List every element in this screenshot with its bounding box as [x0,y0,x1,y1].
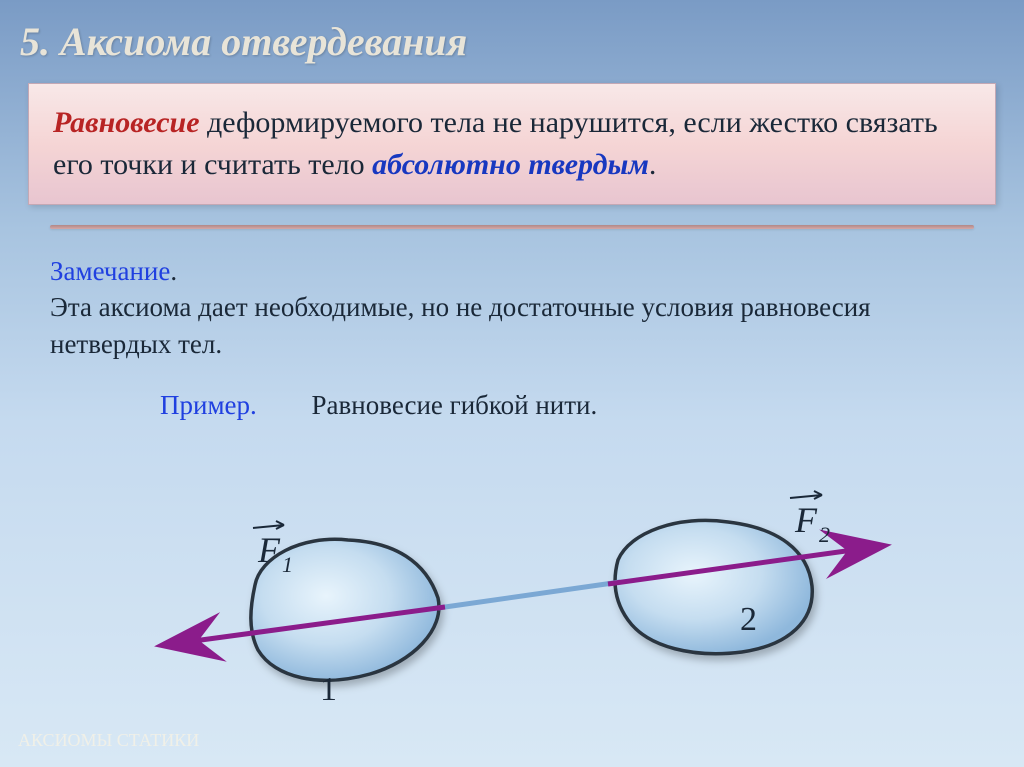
slide-title: 5. Аксиома отвердевания [20,18,1004,65]
note-text: Эта аксиома дает необходимые, но не дост… [50,292,871,358]
diagram-svg: F 1 F 2 1 2 [0,490,1024,720]
definition-text-2: . [649,148,657,181]
note-block: Замечание. Эта аксиома дает необходимые,… [50,253,974,362]
definition-highlight-2: абсолютно твердым [372,148,649,181]
slide-number: 5. [20,19,50,64]
body-2-label: 2 [740,601,757,638]
slide-container: 5. Аксиома отвердевания Равновесие дефор… [0,0,1024,767]
note-label: Замечание [50,256,170,286]
definition-highlight-1: Равновесие [53,106,200,139]
body-2-shape [615,520,812,653]
svg-text:2: 2 [819,522,830,547]
body-1-label: 1 [320,671,337,708]
example-text: Равновесие гибкой нити. [312,390,598,420]
note-period: . [170,256,177,286]
svg-text:1: 1 [282,552,293,577]
svg-text:F: F [794,500,818,540]
title-text: Аксиома отвердевания [60,19,467,64]
example-row: Пример. Равновесие гибкой нити. [160,390,974,421]
footer-text: АКСИОМЫ СТАТИКИ [18,730,199,751]
thread-line [438,582,620,608]
example-label: Пример. [160,390,257,420]
f2-label: F 2 [790,491,830,547]
svg-text:F: F [257,530,281,570]
definition-box: Равновесие деформируемого тела не наруши… [28,83,996,205]
divider-line [50,225,974,229]
